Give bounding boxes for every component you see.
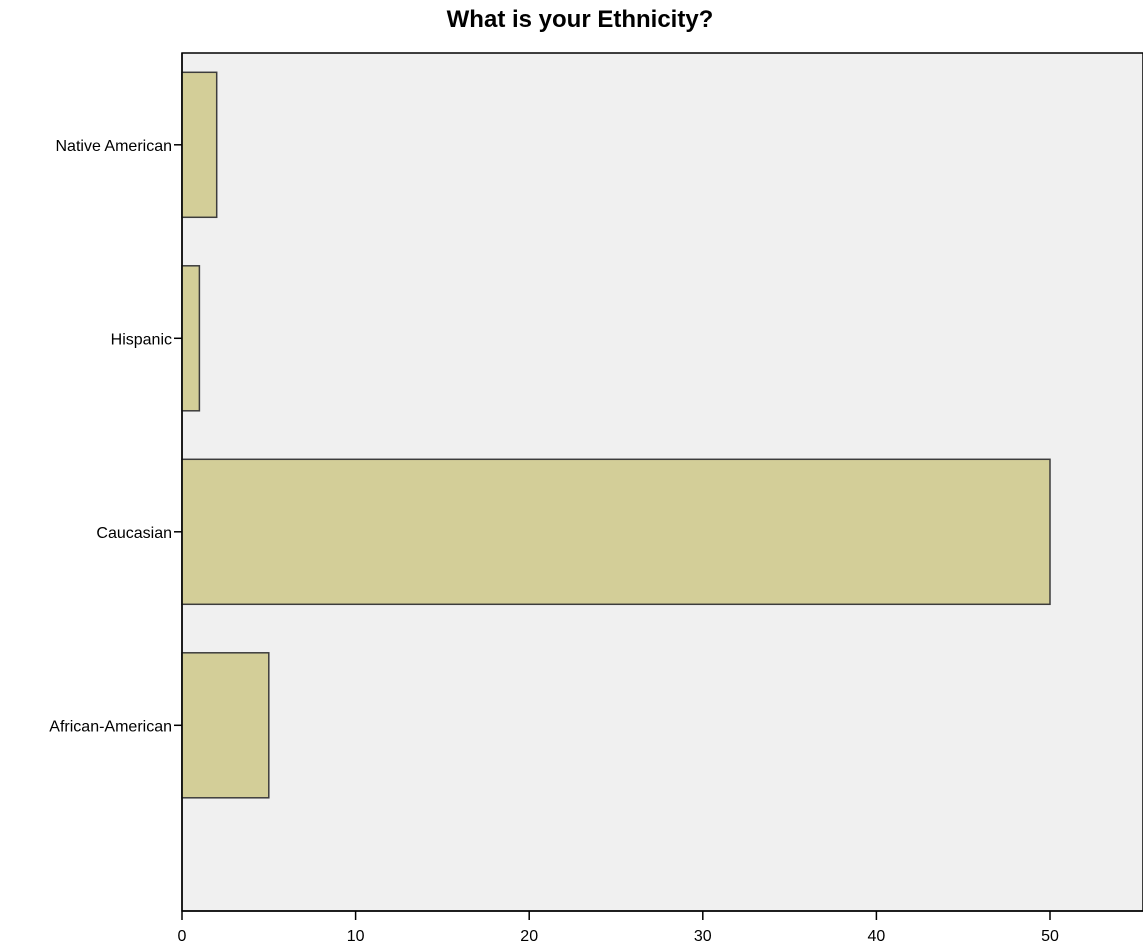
x-tick-label: 10 <box>347 928 365 945</box>
x-tick-label: 50 <box>1041 928 1059 945</box>
y-tick-label-native-american: Native American <box>56 138 173 155</box>
bar-caucasian <box>181 458 1051 606</box>
bar-hispanic <box>181 265 201 412</box>
x-tick-label: 30 <box>694 928 712 945</box>
y-tick-label-caucasian: Caucasian <box>96 525 172 542</box>
bar-native-american <box>181 71 218 219</box>
x-tick-label: 0 <box>178 928 187 945</box>
y-tick-label-african-american: African-American <box>49 718 172 735</box>
chart-title: What is your Ethnicity? <box>446 6 714 33</box>
bars-group <box>181 71 1051 799</box>
x-tick-label: 40 <box>868 928 886 945</box>
ticks-group: Native American Hispanic Caucasian African-… <box>49 138 1059 945</box>
axes-group <box>181 53 1143 912</box>
y-tick-label-hispanic: Hispanic <box>111 331 172 348</box>
bar-african-american <box>181 652 270 799</box>
x-tick-label: 20 <box>520 928 538 945</box>
